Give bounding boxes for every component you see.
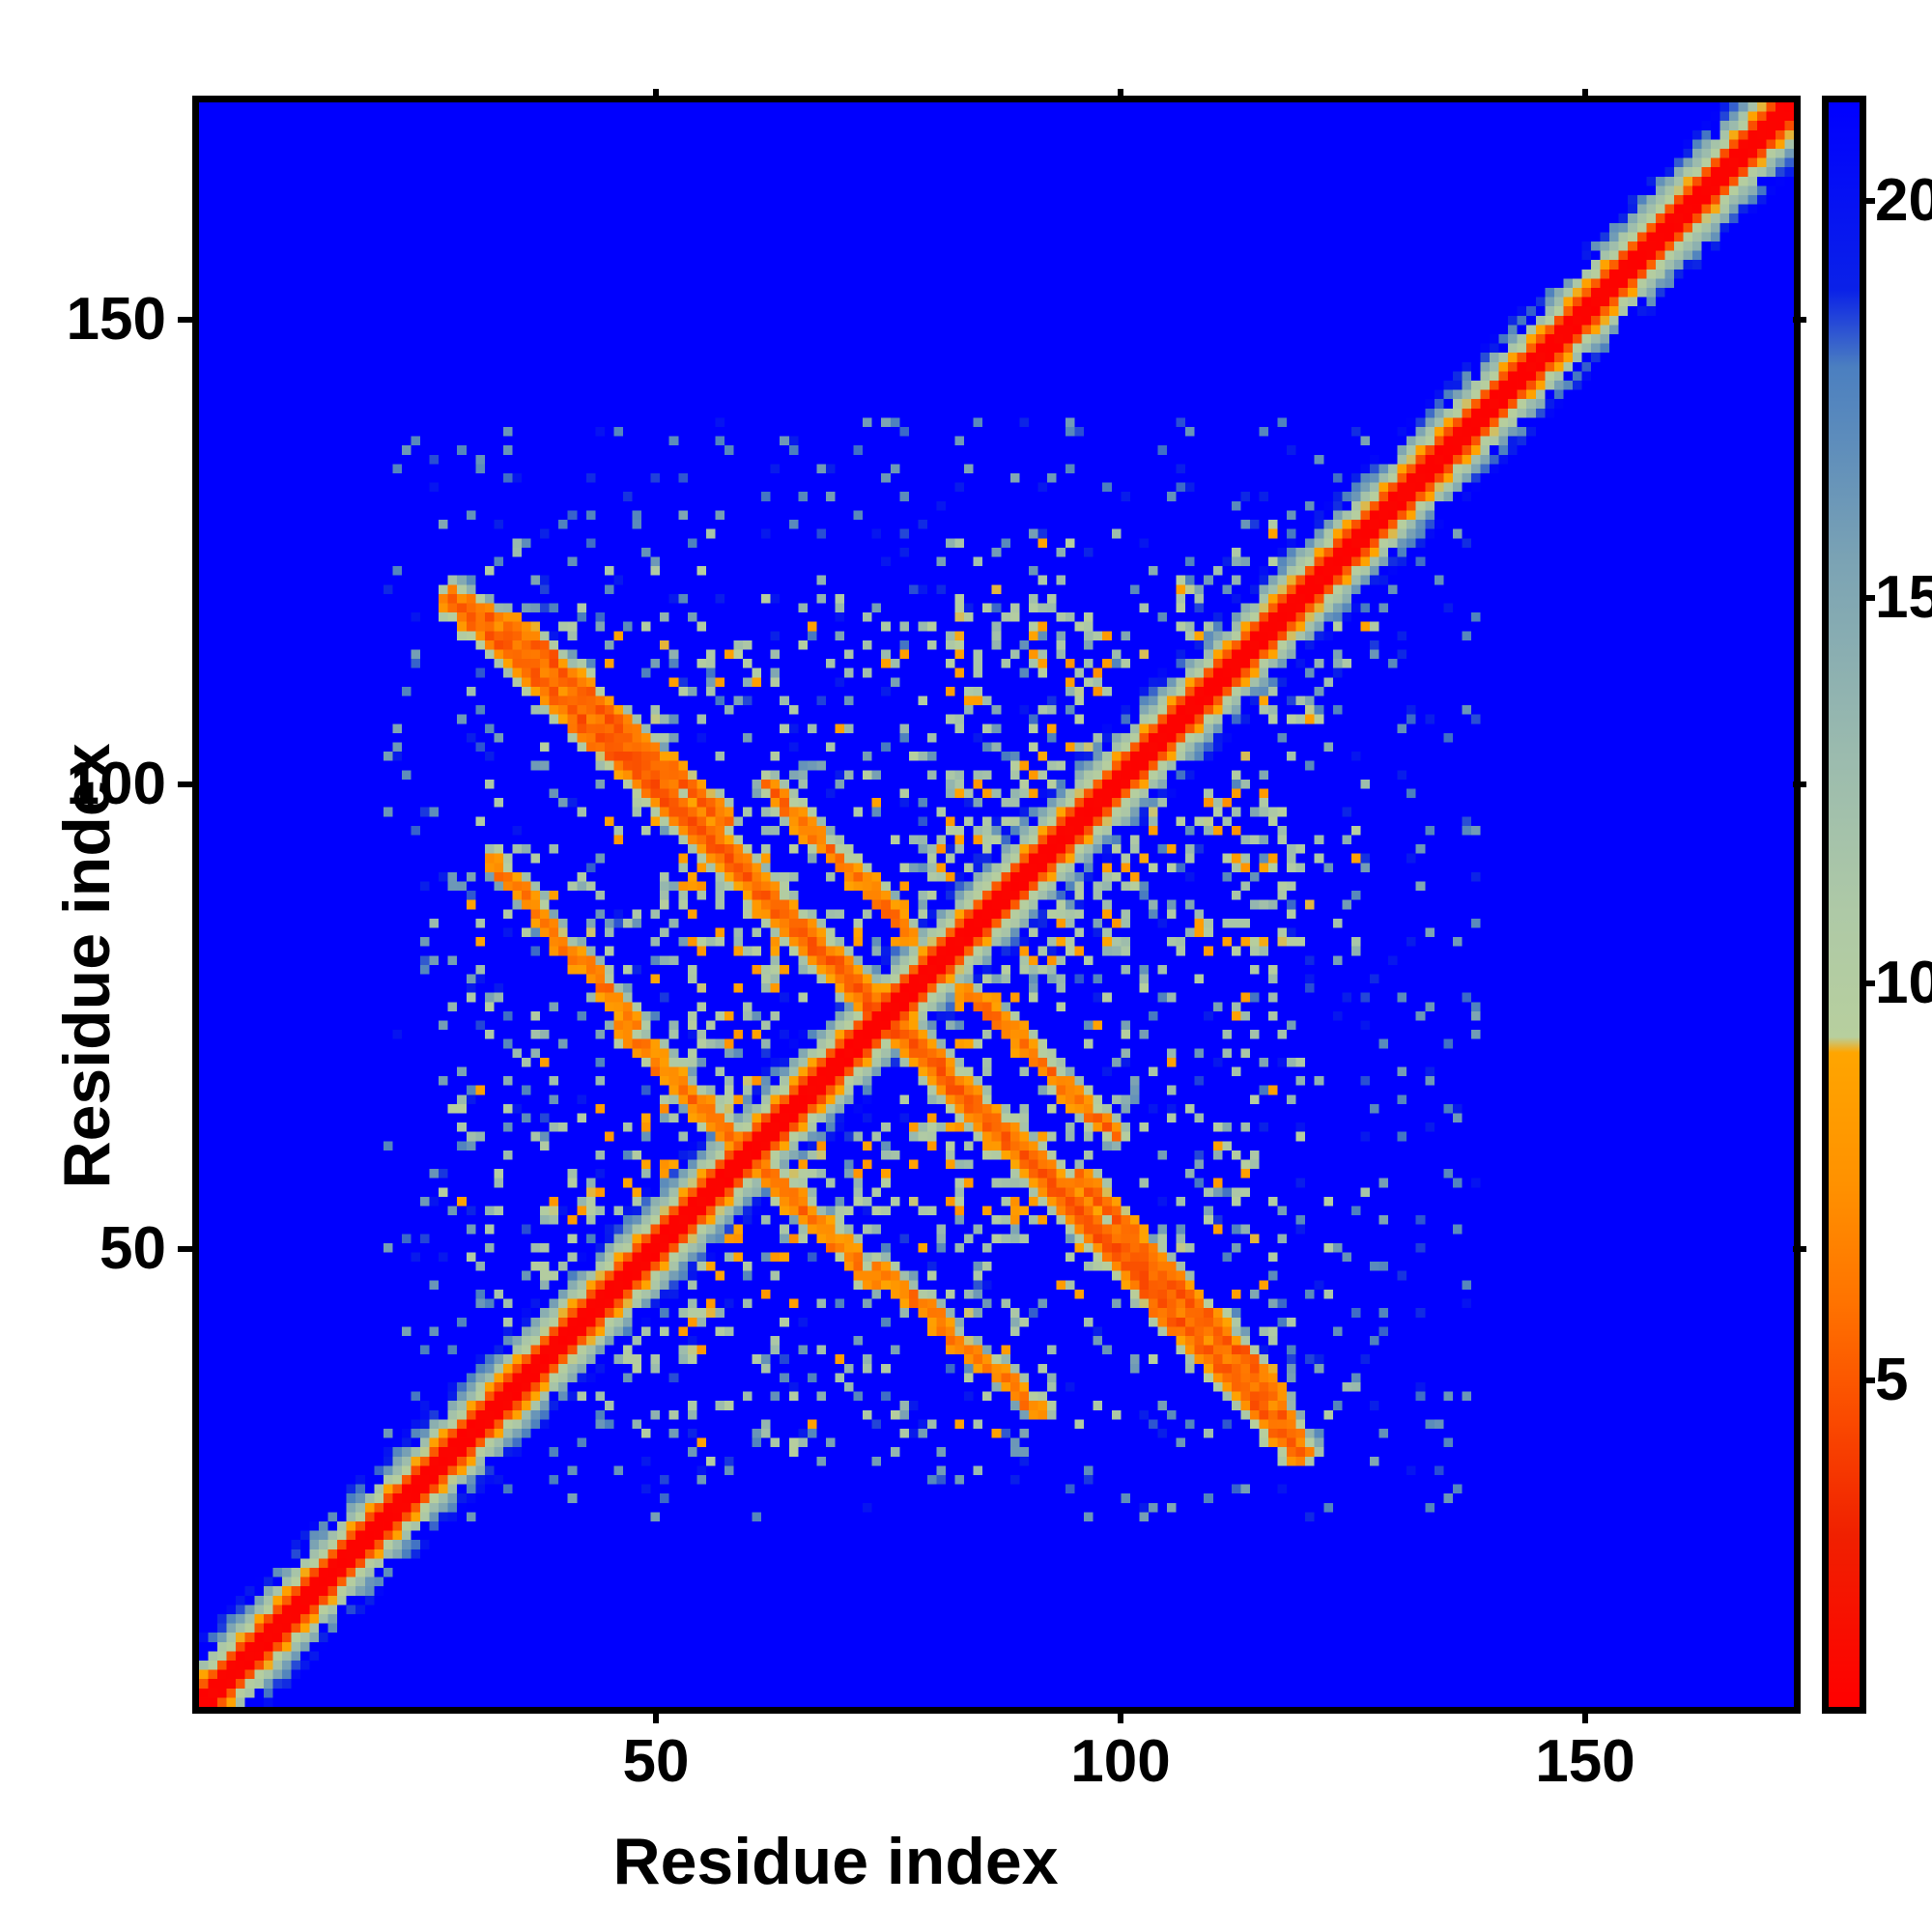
x-tick-label-150: 150 (1535, 1728, 1635, 1795)
y-tick-label-150: 150 (66, 286, 166, 353)
x-tick-50 (653, 1708, 659, 1723)
y-tick-label-100: 100 (66, 751, 166, 817)
colorbar-tick-15 (1860, 595, 1875, 601)
x-top-tick-50 (653, 89, 659, 102)
x-tick-100 (1118, 1708, 1123, 1723)
heatmap-plot-area (192, 96, 1801, 1714)
colorbar-label-15: 15 (1875, 564, 1932, 631)
colorbar-label-10: 10 (1875, 950, 1932, 1016)
colorbar-tick-5 (1860, 1378, 1875, 1383)
y-axis-title: Residue index (50, 743, 124, 1189)
colorbar-tick-20 (1860, 198, 1875, 204)
colorbar (1822, 96, 1866, 1714)
x-tick-label-100: 100 (1070, 1728, 1171, 1795)
y-tick-label-50: 50 (99, 1215, 166, 1282)
y-right-tick-100 (1793, 781, 1806, 787)
heatmap-canvas (199, 102, 1794, 1707)
colorbar-tick-10 (1860, 980, 1875, 986)
y-tick-100 (178, 781, 193, 787)
y-right-tick-50 (1793, 1246, 1806, 1252)
colorbar-gradient (1829, 102, 1860, 1707)
y-tick-50 (178, 1246, 193, 1252)
y-right-tick-150 (1793, 317, 1806, 323)
x-tick-150 (1582, 1708, 1588, 1723)
y-tick-150 (178, 317, 193, 323)
x-axis-title: Residue index (0, 1824, 1932, 1899)
x-top-tick-100 (1118, 89, 1123, 102)
x-tick-label-50: 50 (622, 1728, 690, 1795)
x-axis-title-text: Residue index (612, 1825, 1059, 1898)
colorbar-label-5: 5 (1875, 1347, 1909, 1413)
x-top-tick-150 (1582, 89, 1588, 102)
colorbar-label-20: 20 (1875, 167, 1932, 234)
